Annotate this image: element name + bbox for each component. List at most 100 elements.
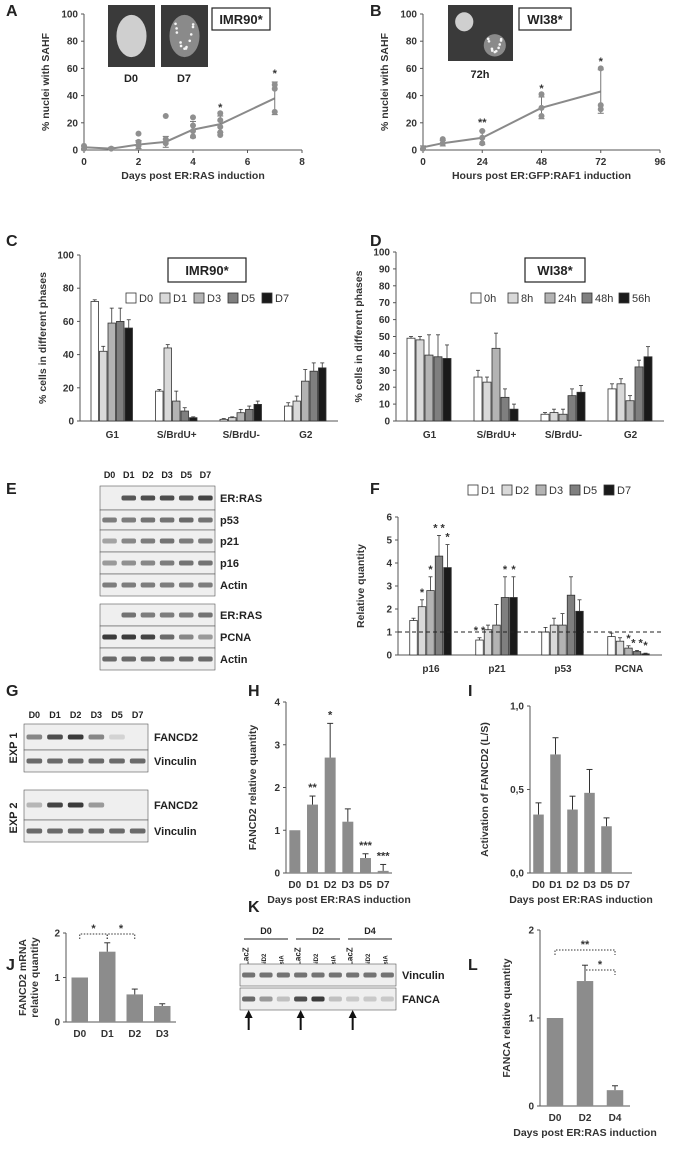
blot-strip-e	[99, 573, 216, 597]
y-tick-label: 40	[379, 349, 391, 360]
legend-swatch	[581, 292, 593, 304]
significance-star: *	[503, 564, 508, 576]
blot-band	[159, 560, 175, 566]
significance-star: *	[328, 709, 333, 721]
lane-label: siD2	[262, 953, 268, 966]
data-point	[217, 110, 224, 117]
y-axis-label: Activation of FANCD2 (L/S)	[479, 722, 491, 857]
blot-strip-e	[99, 647, 216, 671]
bar	[606, 1090, 624, 1106]
lane-label: D1	[49, 710, 61, 720]
significance-star: *	[626, 633, 631, 645]
x-tick-label: 72	[595, 157, 607, 168]
panel-letter-f: F	[370, 481, 380, 498]
blot-band	[88, 758, 105, 764]
bar	[116, 320, 125, 422]
significance-bracket	[79, 933, 108, 939]
lane-label: siA	[331, 955, 337, 965]
arrow-head-icon	[348, 1010, 357, 1018]
blot-band	[140, 656, 156, 662]
data-point	[479, 127, 486, 134]
bar	[576, 981, 594, 1106]
blot-band	[121, 634, 137, 640]
lane-label: siD2	[314, 953, 320, 966]
x-category-label: D7	[617, 880, 630, 891]
blot-membrane	[99, 509, 216, 531]
y-axis-label: % nuclei with SAHF	[40, 32, 52, 131]
y-tick-label: 0	[384, 417, 390, 428]
significance-star: *	[539, 83, 544, 95]
bar	[424, 354, 434, 422]
blot-label: p16	[220, 558, 239, 570]
y-axis-label: Relative quantity	[355, 544, 367, 628]
arrow-head-icon	[296, 1010, 305, 1018]
y-axis-label: % cells in different phases	[353, 270, 365, 402]
blot-band	[178, 634, 194, 640]
bar	[492, 624, 501, 656]
significance-star: *	[218, 102, 223, 114]
panel-h-chart: 0 1 2 3 4 FANCD2 relative quantity D0 D1 ** D2 * D3…	[247, 698, 411, 907]
panel-letter-h: H	[248, 683, 260, 700]
bar	[566, 594, 576, 656]
x-category-label: D3	[341, 880, 354, 891]
blot-band	[121, 495, 137, 501]
sahf-focus	[490, 47, 494, 51]
bar	[406, 337, 416, 422]
y-tick-label: 4	[274, 698, 280, 709]
y-tick-label: 100	[373, 248, 390, 259]
legend-swatch	[618, 292, 630, 304]
blot-band	[140, 495, 156, 501]
blot-band	[276, 972, 290, 978]
blot-band	[26, 734, 43, 740]
x-axis-label: Days post ER:RAS induction	[509, 894, 653, 906]
blot-membrane	[99, 529, 216, 553]
bar	[641, 653, 650, 656]
inset-label-wi38-d: WI38*	[537, 263, 573, 278]
blot-band	[102, 656, 117, 662]
bar	[219, 418, 228, 422]
legend-label: D5	[241, 293, 255, 305]
bar	[377, 870, 389, 873]
image-label-72h: 72h	[471, 69, 490, 81]
blot-strip-e	[99, 509, 216, 531]
sahf-focus	[487, 39, 491, 43]
y-tick-label: 20	[406, 118, 418, 129]
legend-label: 24h	[558, 293, 576, 305]
blot-band	[140, 582, 156, 588]
blot-band	[67, 758, 84, 764]
panel-letter-b: B	[370, 3, 382, 20]
legend-label: D1	[173, 293, 187, 305]
y-tick-label: 30	[379, 366, 391, 377]
sahf-focus	[179, 44, 183, 48]
blot-band	[109, 828, 125, 834]
blot-band	[198, 538, 213, 544]
x-axis-label: Days post ER:RAS induction	[513, 1127, 657, 1139]
group-label: D4	[364, 926, 376, 936]
blot-strip-e	[99, 485, 216, 511]
x-category-label: D3	[583, 880, 596, 891]
y-axis-label: FANCD2 relative quantity	[247, 725, 259, 851]
x-category-label: G2	[624, 430, 638, 441]
y-tick-label: 20	[67, 118, 79, 129]
blot-band	[140, 612, 156, 618]
sahf-focus	[179, 41, 182, 44]
blot-band	[178, 495, 194, 501]
blot-band	[198, 517, 213, 523]
bar	[546, 1018, 564, 1106]
y-tick-label: 3	[274, 740, 280, 751]
bar	[318, 367, 327, 422]
blot-band	[242, 996, 256, 1002]
blot-band	[178, 612, 194, 618]
y-tick-label: 100	[400, 10, 417, 21]
bar	[71, 977, 88, 1022]
sahf-focus	[191, 25, 195, 29]
panel-c-chart: 0 20 40 60 80 100 % cells in different phases G…	[37, 251, 338, 441]
lane-label: D3	[91, 710, 103, 720]
significance-star: *	[119, 923, 124, 935]
panel-letter-j: J	[6, 957, 15, 974]
significance-star: *	[599, 56, 604, 68]
bar	[90, 301, 99, 422]
blot-band	[47, 734, 63, 740]
blot-label: FANCA	[402, 994, 440, 1006]
